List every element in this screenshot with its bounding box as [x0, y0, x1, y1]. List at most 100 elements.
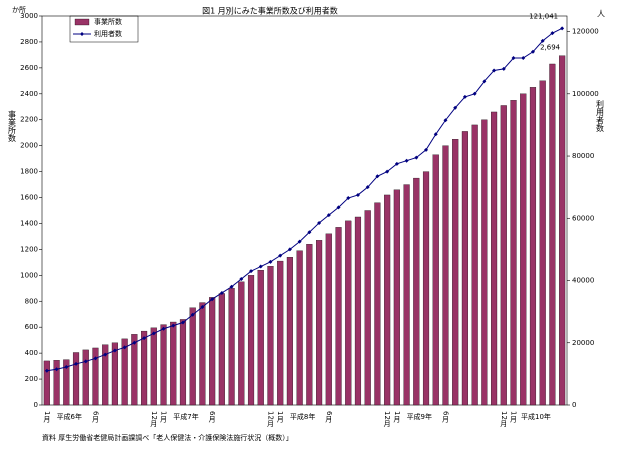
y2-tick-label: 80000 — [572, 152, 594, 160]
bar — [277, 260, 284, 406]
y-tick-label: 200 — [25, 375, 38, 383]
bar — [121, 338, 128, 406]
line-marker — [171, 323, 176, 328]
line-marker — [492, 68, 497, 73]
line-marker — [540, 38, 545, 43]
line-marker — [404, 158, 409, 163]
line-marker — [268, 259, 273, 264]
bar — [131, 334, 138, 406]
source-note: 資料 厚生労働省老健局計画課調べ「老人保健法・介護保険法施行状況（概数）」 — [42, 433, 293, 442]
legend-label: 事業所数 — [94, 17, 122, 26]
line-marker — [112, 348, 117, 353]
bar — [422, 171, 430, 406]
line-marker — [307, 230, 312, 235]
line-marker — [210, 297, 215, 302]
y-tick-label: 1400 — [20, 219, 38, 227]
year-label: 平成8年 — [290, 412, 315, 421]
bar — [549, 63, 556, 406]
line-marker — [200, 304, 205, 309]
bar — [247, 275, 255, 406]
line-marker — [44, 368, 49, 373]
bar — [218, 293, 225, 406]
line-marker — [394, 161, 399, 166]
y-tick-label: 1000 — [20, 271, 38, 279]
x-tick-label: 12月 — [383, 411, 391, 428]
y-tick-label: 0 — [34, 401, 38, 409]
line-marker — [287, 247, 292, 252]
line-marker — [511, 56, 516, 61]
line-marker — [278, 253, 283, 258]
bar — [335, 227, 342, 406]
bar — [238, 281, 245, 406]
plot-area — [41, 15, 568, 406]
bar — [510, 100, 517, 406]
bar — [102, 344, 109, 406]
bar — [384, 194, 391, 406]
x-tick-label: 12月 — [150, 411, 158, 428]
bar — [442, 145, 449, 406]
line-marker — [530, 49, 535, 54]
year-label: 平成7年 — [173, 412, 198, 421]
y2-tick-label: 60000 — [572, 214, 594, 222]
bar — [374, 202, 381, 406]
y-tick-label: 2200 — [20, 116, 38, 124]
line-marker — [550, 31, 555, 36]
bar — [53, 360, 60, 406]
bar — [160, 324, 167, 406]
y-tick-label: 2000 — [20, 142, 38, 150]
chart-title: 図1 月別にみた事業所数及び利用者数 — [202, 6, 338, 16]
year-label: 平成6年 — [57, 412, 82, 421]
line-marker — [346, 196, 351, 201]
bar — [559, 55, 566, 406]
y2-tick-label: 120000 — [572, 28, 599, 36]
y-tick-label: 600 — [25, 323, 38, 331]
x-tick-label: 1月 — [510, 411, 518, 424]
bar — [393, 189, 400, 406]
line-marker — [297, 239, 302, 244]
y2-tick-label: 100000 — [572, 90, 599, 98]
line-marker — [462, 94, 467, 99]
y-tick-label: 400 — [25, 349, 38, 357]
line-marker — [151, 331, 156, 336]
bar — [63, 359, 70, 406]
line-marker — [83, 359, 88, 364]
bar — [179, 319, 187, 406]
y2-tick-label: 0 — [572, 401, 576, 409]
y-tick-label: 2600 — [20, 64, 38, 72]
bar — [92, 347, 99, 406]
line-marker — [249, 269, 254, 274]
line-marker — [161, 326, 166, 331]
x-tick-label: 12月 — [500, 411, 508, 428]
line-marker — [482, 79, 487, 84]
bar — [529, 87, 537, 406]
bar — [364, 210, 371, 406]
bar — [520, 93, 527, 406]
bar — [209, 297, 216, 406]
bar — [257, 269, 264, 406]
bar — [539, 80, 546, 406]
y-tick-label: 800 — [25, 297, 38, 305]
line-marker — [385, 169, 390, 174]
line-marker — [239, 276, 244, 281]
x-tick-label: 6月 — [208, 411, 216, 424]
year-label: 平成10年 — [521, 412, 551, 421]
legend-swatch — [80, 32, 84, 36]
bar — [471, 124, 478, 406]
x-tick-label: 12月 — [266, 411, 274, 428]
bar — [481, 119, 488, 406]
year-label: 平成9年 — [407, 412, 432, 421]
annotation: 121,041 — [529, 12, 558, 20]
x-tick-label: 6月 — [91, 411, 99, 424]
line-marker — [424, 147, 429, 152]
bar — [43, 360, 50, 406]
bar — [286, 257, 293, 406]
bar — [306, 244, 313, 406]
y-tick-label: 2800 — [20, 38, 38, 46]
bar — [500, 105, 507, 406]
bar — [325, 233, 332, 406]
line-marker — [132, 340, 137, 345]
line-marker — [93, 356, 98, 361]
line-marker — [74, 361, 79, 366]
line-marker — [122, 345, 127, 350]
line-marker — [64, 365, 69, 370]
